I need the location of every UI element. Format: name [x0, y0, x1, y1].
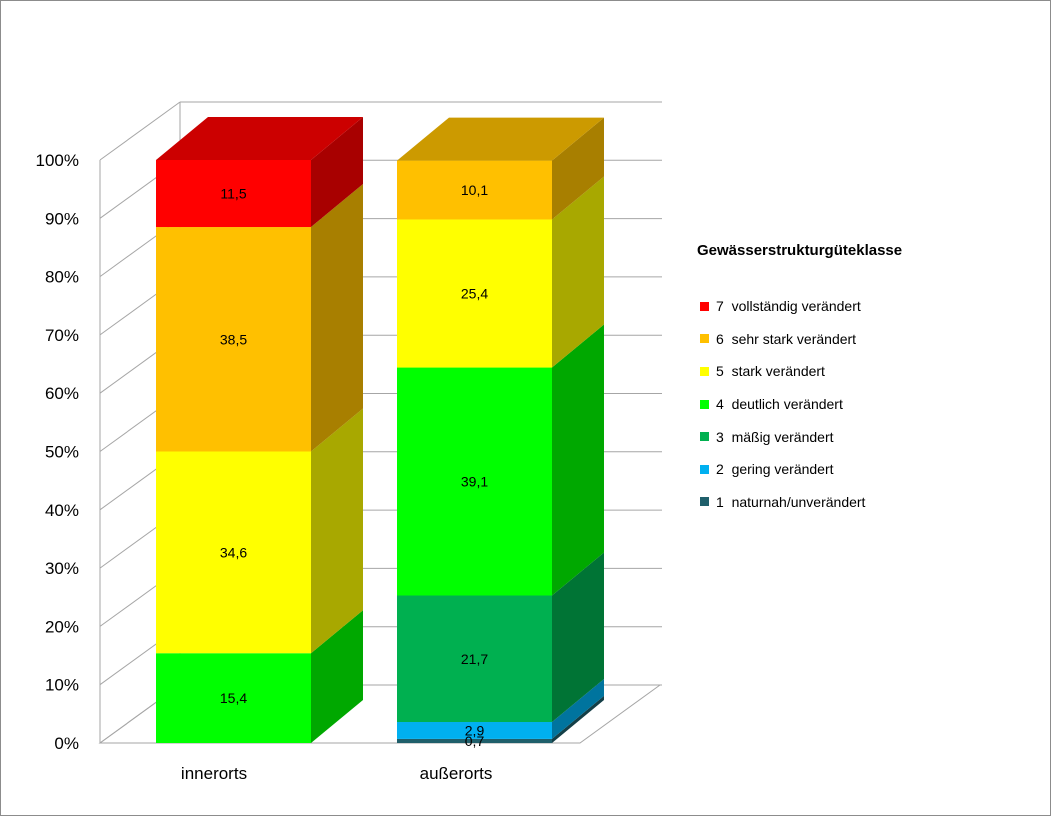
- legend-swatch: [700, 464, 709, 474]
- y-tick-label: 0%: [54, 734, 79, 753]
- bar-top: [397, 117, 604, 161]
- bar-segment-side: [311, 408, 363, 654]
- data-label: 25,4: [461, 286, 488, 302]
- bar-segment-front: [397, 160, 552, 220]
- y-tick-label: 100%: [36, 151, 79, 170]
- legend-item: 3 mäßig verändert: [697, 420, 902, 453]
- data-label: 38,5: [220, 331, 247, 347]
- y-tick-label: 30%: [45, 559, 79, 578]
- bar-segment-front: [156, 227, 311, 452]
- legend-item: 1 naturnah/unverändert: [697, 486, 902, 519]
- legend-swatch: [700, 366, 709, 376]
- bar-segment-front: [397, 219, 552, 368]
- legend: Gewässerstrukturgüteklasse 7 vollständig…: [697, 242, 902, 518]
- bars: 15,4 34,6 38,5 11,5 0,72,9 21,7 39,1 25,4 10,1: [156, 117, 604, 749]
- bar-segment-side: [552, 552, 604, 723]
- data-label: 10,1: [461, 182, 488, 198]
- data-label: 39,1: [461, 474, 488, 490]
- bar-segment-side: [311, 117, 363, 228]
- x-axis: innerorts außerorts: [181, 764, 492, 783]
- bar-segment-side: [311, 610, 363, 743]
- legend-title: Gewässerstrukturgüteklasse: [697, 242, 903, 259]
- bar-segment-side: [552, 117, 604, 220]
- data-label: 11,5: [220, 186, 246, 202]
- x-tick-label: innerorts: [181, 764, 247, 783]
- y-tick-label: 70%: [45, 326, 79, 345]
- legend-swatch: [700, 334, 709, 344]
- y-tick-label: 90%: [45, 209, 79, 228]
- legend-label: 4 deutlich verändert: [716, 396, 843, 413]
- legend-item: 2 gering verändert: [697, 453, 902, 486]
- legend-item: 5 stark verändert: [697, 355, 902, 388]
- y-tick-label: 50%: [45, 443, 79, 462]
- bar-segment-front: [156, 451, 311, 654]
- legend-swatch: [700, 301, 709, 311]
- data-label: 34,6: [220, 544, 247, 560]
- gridline-depth: [99, 101, 181, 161]
- bar-segment-side: [311, 184, 363, 452]
- bar-segment-front: [397, 595, 552, 723]
- legend-items: 7 vollständig verändert 6 sehr stark verä…: [697, 290, 902, 518]
- bar-segment-front: [156, 653, 311, 743]
- legend-item: 7 vollständig verändert: [697, 290, 902, 323]
- y-tick-label: 60%: [45, 384, 79, 403]
- legend-label: 1 naturnah/unverändert: [716, 493, 866, 510]
- y-tick-label: 20%: [45, 617, 79, 636]
- y-tick-label: 10%: [45, 676, 79, 695]
- legend-swatch: [700, 497, 709, 507]
- x-tick-label: außerorts: [420, 764, 493, 783]
- legend-label: 5 stark verändert: [716, 363, 825, 380]
- bar-segment-side: [552, 679, 604, 739]
- legend-label: 6 sehr stark verändert: [716, 330, 857, 347]
- bar-segment-side: [552, 176, 604, 368]
- bar-segment-spacer: [552, 739, 602, 743]
- data-label: 2,9: [465, 722, 485, 738]
- bar-segment-front: [397, 738, 552, 743]
- legend-label: 3 mäßig verändert: [716, 428, 834, 445]
- bar-segment-side: [552, 695, 604, 743]
- legend-item: 4 deutlich verändert: [697, 388, 902, 421]
- bar-segment-side: [552, 324, 604, 596]
- data-label: 15,4: [220, 690, 247, 706]
- legend-label: 2 gering verändert: [716, 461, 834, 478]
- y-tick-label: 80%: [45, 268, 79, 287]
- y-axis: 0% 10% 20% 30% 40% 50% 60% 70% 80% 90% 100%: [36, 151, 79, 753]
- data-label: 21,7: [461, 651, 488, 667]
- y-tick-label: 40%: [45, 501, 79, 520]
- legend-label: 7 vollständig verändert: [716, 298, 861, 315]
- data-label: 0,7: [465, 733, 485, 749]
- bar-segment-front: [397, 367, 552, 596]
- legend-swatch: [700, 432, 709, 442]
- bar-segment-front: [156, 160, 311, 228]
- bar-segment-front: [397, 722, 552, 739]
- bar-top: [156, 117, 363, 160]
- legend-swatch: [700, 399, 709, 409]
- legend-item: 6 sehr stark verändert: [697, 323, 902, 356]
